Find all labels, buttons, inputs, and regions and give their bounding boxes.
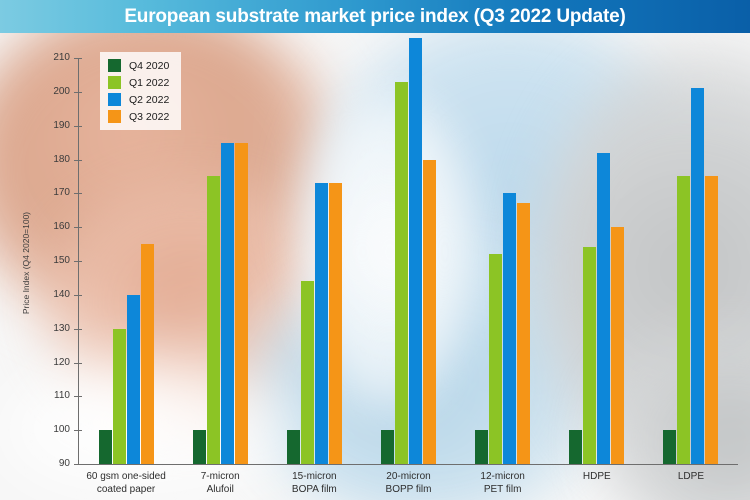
legend-swatch-icon [108,110,121,123]
bar [395,81,408,464]
legend-item-label: Q3 2022 [129,110,170,123]
chart-title: European substrate market price index (Q… [124,5,626,27]
x-axis-category-label: 7-micron Alufoil [200,471,240,495]
bar [314,183,328,464]
bar [569,430,583,464]
y-axis-tick-label: 140 [53,288,70,300]
bar [300,281,314,464]
bar-group [98,58,154,464]
bar [597,152,611,464]
y-axis-tick-label: 110 [54,390,70,402]
legend-swatch-icon [108,93,121,106]
legend-swatch-icon [108,59,121,72]
legend-item-label: Q1 2022 [129,76,170,89]
x-axis-category-label: 15-micron BOPA film [291,471,337,495]
bar-group [663,58,719,464]
x-axis-category-label: 12-micron PET film [480,471,525,495]
bar [220,142,234,464]
y-axis-tick-label: 130 [53,322,70,334]
bar-group [192,58,248,464]
bar-groups [79,37,738,464]
bar [409,37,422,464]
y-axis-tick-label: 190 [53,119,70,131]
y-axis-tick-label: 210 [53,52,70,63]
bar [234,142,248,464]
bar [206,176,220,464]
x-axis-category-label: HDPE [582,471,611,482]
y-axis-tick [74,125,82,127]
legend-item-label: Q2 2022 [129,93,170,106]
y-axis-tick [74,464,82,465]
bar [503,193,517,464]
bar [705,176,719,464]
bar [126,294,140,464]
y-axis-tick [74,396,82,398]
bar-group [381,37,436,464]
bar [611,227,625,464]
bar [140,244,154,464]
y-axis-tick-label: 100 [53,424,70,436]
bar-group [286,58,342,464]
bar [328,183,342,464]
bar [381,430,394,464]
bar [98,430,112,464]
y-axis-tick-label: 90 [58,458,70,469]
bar [475,430,489,464]
legend-swatch-icon [108,76,121,89]
y-axis-tick [74,227,82,229]
title-bar: European substrate market price index (Q… [0,0,750,33]
legend-item[interactable]: Q4 2020 [108,59,169,72]
bar-group [475,58,531,464]
bar [517,203,531,464]
x-axis-category-label: 60 gsm one-sided coated paper [86,471,166,495]
bar [663,430,677,464]
y-axis-tick-label: 180 [53,153,70,165]
y-axis-tick [74,91,82,93]
y-axis-tick [74,58,82,59]
legend-item[interactable]: Q3 2022 [108,110,169,123]
y-axis-title: Price Index (Q4 2020=100) [21,211,31,315]
bar [691,88,705,464]
legend-item[interactable]: Q2 2022 [108,93,169,106]
bar [583,247,597,464]
chart-legend: Q4 2020 Q1 2022 Q2 2022 Q3 2022 [100,52,182,130]
y-axis-tick-label: 150 [53,255,70,266]
bar [192,430,206,464]
x-axis-line [78,464,738,465]
x-axis-category-label: 20-micron BOPP film [385,471,432,495]
bar-group [569,58,625,464]
y-axis-tick [74,261,82,262]
bar [489,254,503,464]
y-axis-tick [74,294,82,296]
bar [423,159,436,464]
x-axis-category-label: LDPE [677,471,704,482]
y-axis-tick-label: 170 [53,187,70,199]
legend-item[interactable]: Q1 2022 [108,76,169,89]
y-axis-tick [74,159,82,161]
bar [286,430,300,464]
y-axis-tick-label: 120 [53,356,70,368]
y-axis-tick [74,430,82,432]
bar [112,328,126,464]
y-axis-tick-label: 160 [53,221,70,233]
legend-item-label: Q4 2020 [129,59,170,72]
y-axis-tick [74,328,82,330]
y-axis-tick [74,362,82,364]
y-axis-tick-label: 200 [53,85,70,97]
bar [677,176,691,464]
y-axis-tick [74,193,82,195]
